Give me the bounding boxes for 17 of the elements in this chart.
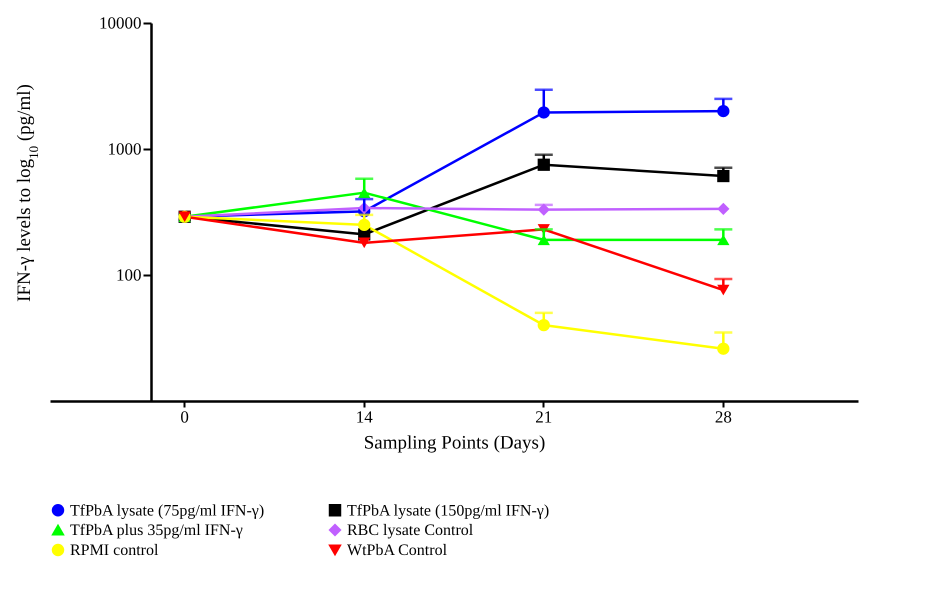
y-tick-label: 100 <box>116 266 142 284</box>
x-tick-label: 21 <box>535 408 552 426</box>
y-tick-label: 10000 <box>99 14 142 32</box>
legend-label: WtPbA Control <box>347 542 448 559</box>
x-tick-label: 28 <box>714 408 732 426</box>
legend-label: TfPbA lysate (75pg/ml IFN-γ) <box>70 502 264 520</box>
legend-label: RPMI control <box>70 542 159 559</box>
point <box>538 158 550 171</box>
legend-label: RBC lysate Control <box>347 522 474 539</box>
legend-label: TfPbA lysate (150pg/ml IFN-γ) <box>347 502 550 520</box>
legend-label: TfPbA plus 35pg/ml IFN-γ <box>70 522 243 539</box>
x-tick-label: 0 <box>180 408 189 426</box>
point <box>717 202 730 215</box>
y-tick-label: 1000 <box>108 140 142 158</box>
x-axis-title: Sampling Points (Days) <box>364 432 546 454</box>
x-tick-label: 14 <box>356 408 374 426</box>
point <box>358 238 370 248</box>
